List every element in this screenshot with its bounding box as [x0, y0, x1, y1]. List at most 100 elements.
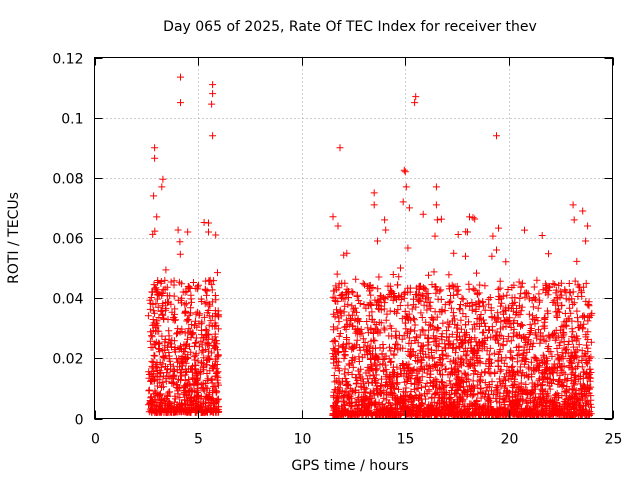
data-point	[198, 326, 205, 334]
data-point	[493, 328, 501, 336]
data-point	[494, 309, 502, 317]
data-point	[588, 309, 596, 317]
data-point	[584, 400, 592, 408]
data-point	[514, 411, 522, 419]
data-point	[213, 340, 221, 348]
data-point	[401, 289, 409, 297]
data-point	[569, 201, 577, 209]
data-point	[436, 308, 444, 316]
data-point	[530, 283, 538, 291]
data-point	[333, 377, 341, 385]
data-point	[149, 321, 157, 329]
data-point	[361, 281, 368, 289]
data-point	[364, 342, 372, 350]
data-point	[396, 302, 404, 309]
data-point	[181, 301, 189, 309]
data-point	[173, 408, 181, 416]
data-point	[330, 310, 338, 318]
data-point	[164, 398, 172, 406]
data-point	[469, 349, 477, 357]
data-point	[558, 302, 566, 310]
data-point	[211, 292, 219, 299]
data-point	[496, 378, 504, 386]
data-point	[502, 370, 510, 378]
data-point	[176, 250, 184, 258]
data-point	[369, 344, 377, 352]
data-point	[178, 328, 186, 335]
data-point	[576, 401, 584, 409]
data-point	[157, 404, 165, 412]
data-point	[386, 322, 394, 330]
data-point	[193, 408, 201, 416]
data-point	[184, 335, 191, 343]
data-point	[427, 321, 434, 329]
data-point	[439, 319, 447, 327]
data-point	[213, 369, 221, 377]
data-point	[209, 90, 217, 98]
data-point	[354, 329, 362, 337]
data-point	[563, 400, 571, 408]
data-point	[582, 402, 589, 410]
data-point	[533, 334, 541, 342]
data-point	[476, 373, 484, 381]
data-point	[341, 365, 349, 373]
data-point	[390, 351, 398, 359]
data-point	[506, 401, 514, 409]
data-point	[539, 407, 547, 415]
data-point	[161, 276, 169, 284]
data-point	[573, 257, 581, 265]
data-point	[335, 332, 343, 340]
data-point	[563, 345, 570, 353]
data-point	[151, 352, 159, 360]
data-point	[399, 344, 407, 352]
data-point	[343, 334, 350, 341]
data-point	[478, 345, 486, 353]
data-point	[584, 317, 592, 325]
data-point	[371, 337, 379, 345]
data-point	[179, 353, 187, 360]
data-point	[373, 326, 381, 334]
data-point	[167, 361, 174, 369]
x-axis-label: GPS time / hours	[291, 458, 408, 474]
data-point	[473, 269, 480, 277]
data-point	[215, 408, 222, 416]
data-point	[543, 373, 551, 381]
data-point	[464, 363, 472, 371]
data-point	[576, 380, 584, 388]
data-point	[516, 294, 524, 302]
data-point	[453, 333, 460, 341]
data-point	[584, 222, 592, 230]
data-point	[519, 388, 527, 395]
data-point	[543, 363, 551, 371]
data-point	[440, 383, 448, 391]
data-point	[527, 406, 535, 414]
data-point	[469, 377, 477, 385]
data-point	[446, 377, 454, 385]
data-point	[582, 279, 590, 287]
data-point	[484, 365, 492, 373]
data-point	[176, 238, 184, 246]
data-point	[348, 387, 356, 395]
data-point	[175, 375, 182, 383]
data-point	[530, 294, 538, 301]
data-point	[418, 384, 425, 392]
data-point	[378, 400, 386, 408]
data-point	[355, 371, 363, 379]
data-point	[530, 353, 538, 361]
data-point	[176, 369, 184, 377]
data-point	[190, 353, 198, 361]
data-point	[539, 396, 547, 404]
data-point	[398, 315, 406, 323]
data-point	[454, 354, 462, 362]
data-point	[457, 336, 465, 344]
data-point	[450, 249, 458, 257]
data-point	[188, 321, 196, 328]
data-point	[195, 311, 203, 319]
data-point	[205, 219, 212, 227]
data-point	[331, 401, 339, 409]
data-point	[174, 329, 181, 337]
data-point	[574, 318, 582, 326]
x-tick-label: 0	[91, 432, 100, 448]
data-point	[346, 400, 354, 408]
data-point	[503, 291, 511, 299]
